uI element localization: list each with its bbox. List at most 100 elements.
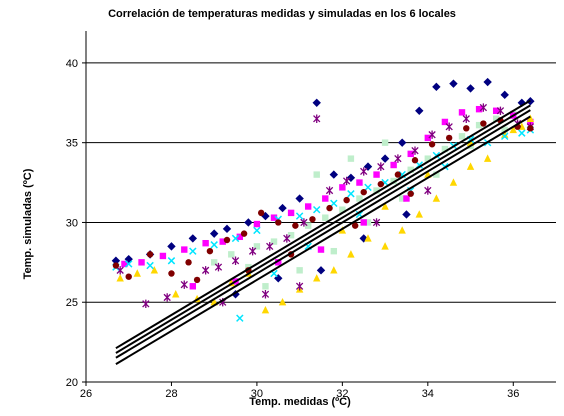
data-point [275, 219, 282, 226]
y-tick-label: 20 [66, 377, 78, 389]
data-point [346, 173, 356, 182]
data-point [441, 145, 449, 153]
data-point [428, 141, 436, 148]
data-point [424, 155, 432, 162]
data-point [313, 274, 321, 282]
data-point [526, 114, 535, 122]
data-point [343, 196, 350, 204]
data-point [377, 162, 385, 171]
data-point [231, 256, 240, 265]
data-point [261, 211, 270, 221]
data-point [356, 195, 363, 202]
data-series [116, 103, 535, 309]
data-series [121, 105, 534, 290]
data-point [210, 259, 218, 266]
data-point [228, 251, 235, 258]
data-series [210, 110, 517, 290]
data-point [181, 246, 188, 253]
data-point [313, 114, 321, 123]
data-point [501, 126, 508, 134]
data-point [398, 226, 406, 234]
data-point [480, 120, 487, 127]
data-point [527, 125, 534, 132]
data-point [360, 167, 368, 176]
data-point [262, 283, 269, 290]
data-point [402, 210, 411, 219]
data-point [112, 262, 120, 269]
data-point [210, 241, 218, 249]
data-point [317, 246, 325, 253]
data-point [138, 259, 145, 266]
data-point [240, 230, 248, 237]
data-point [411, 157, 419, 164]
data-point [124, 260, 133, 268]
data-point [125, 273, 132, 280]
data-point [142, 299, 150, 309]
data-point [261, 290, 270, 299]
data-point [381, 139, 389, 146]
data-point [372, 218, 381, 227]
data-point [390, 161, 397, 169]
data-point [201, 266, 210, 275]
data-point [253, 226, 261, 235]
data-point [231, 234, 240, 243]
data-point [325, 186, 334, 195]
data-point [432, 194, 441, 202]
data-point [209, 229, 219, 238]
data-point [458, 109, 466, 116]
data-point [347, 190, 355, 198]
y-axis-label: Temp. simuladas (ºC) [22, 168, 34, 280]
data-point [295, 194, 304, 203]
data-point [270, 238, 278, 245]
x-tick-label: 30 [251, 388, 263, 400]
data-point [492, 107, 500, 114]
data-point [146, 261, 154, 270]
data-point [449, 178, 458, 186]
data-point [295, 212, 304, 220]
data-point [394, 171, 402, 178]
data-point [287, 232, 295, 239]
data-point [517, 98, 527, 107]
data-point [222, 224, 232, 234]
data-point [407, 150, 414, 158]
data-point [432, 82, 441, 92]
x-tick-label: 26 [80, 388, 92, 400]
data-point [168, 270, 175, 277]
data-point [479, 103, 488, 112]
data-point [381, 202, 389, 210]
data-point [441, 118, 449, 126]
data-point [428, 130, 436, 139]
data-point [433, 171, 440, 178]
data-point [150, 266, 159, 274]
data-point [445, 134, 453, 142]
data-point [483, 154, 492, 162]
data-point [403, 195, 410, 202]
data-point [330, 266, 338, 274]
trendline [115, 115, 531, 365]
data-point [167, 242, 176, 251]
data-point [304, 203, 312, 210]
data-point [266, 242, 274, 251]
data-point [146, 251, 154, 258]
data-point [415, 210, 423, 218]
data-point [313, 171, 320, 178]
data-point [407, 190, 414, 197]
data-point [449, 79, 458, 88]
data-point [111, 256, 121, 265]
data-point [398, 195, 406, 202]
data-point [364, 219, 372, 226]
data-point [261, 306, 270, 314]
data-point [278, 203, 287, 213]
data-point [309, 216, 316, 223]
data-point [193, 276, 201, 284]
x-axis-label: Temp. medidas (ºC) [249, 396, 351, 408]
data-point [275, 259, 282, 266]
data-point [424, 186, 432, 195]
data-point [189, 247, 197, 255]
data-point [326, 204, 333, 212]
y-tick-label: 35 [66, 138, 78, 150]
data-point [347, 155, 355, 162]
data-point [236, 314, 244, 322]
data-point [496, 106, 505, 115]
